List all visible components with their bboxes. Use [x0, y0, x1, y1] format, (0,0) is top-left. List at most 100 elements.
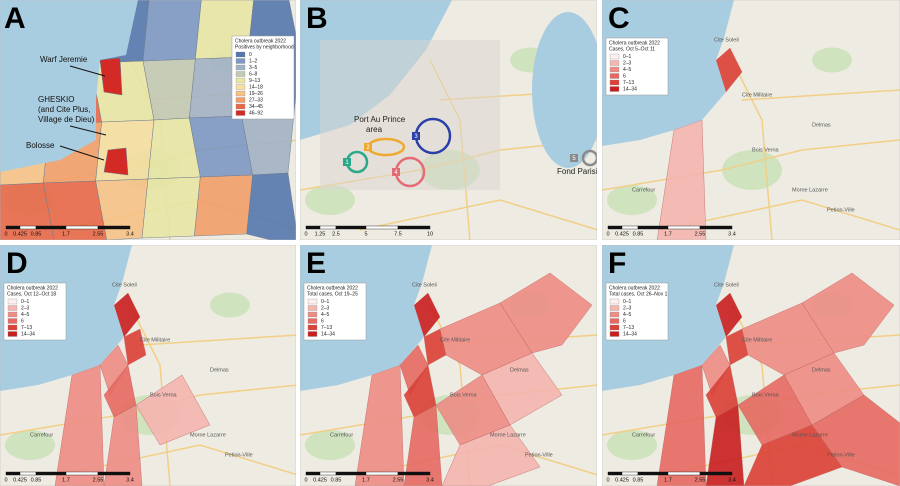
- legend-label: 7–13: [21, 325, 32, 331]
- scale-label: 0.425: [615, 477, 629, 483]
- map-panel: Cite Soleil Cite Militaire Delmas Petion-Vi…: [300, 245, 597, 486]
- legend-label: 14–34: [623, 87, 637, 93]
- case-area: [135, 374, 211, 446]
- legend-label: 0–1: [321, 299, 330, 305]
- scale-label: 2.55: [93, 231, 104, 237]
- legend-subtitle: Cases, Oct 12–Oct 18: [7, 291, 56, 297]
- legend-box: [605, 37, 669, 96]
- legend-swatch: [307, 311, 318, 318]
- scale-label: 1.7: [664, 231, 672, 237]
- legend-label: 6: [21, 319, 24, 325]
- place-name: Delmas: [812, 367, 831, 373]
- legend-swatch: [609, 305, 620, 311]
- park: [5, 430, 55, 460]
- scale-segment: [65, 225, 99, 230]
- place-name: Delmas: [210, 367, 229, 373]
- legend-swatch: [609, 73, 620, 79]
- legend-swatch: [307, 331, 318, 337]
- legend-swatch: [235, 51, 246, 58]
- scale-segment: [621, 471, 639, 476]
- map-panel: Cite Soleil Cite Militaire Delmas Petion-Vi…: [602, 245, 900, 486]
- legend-swatch: [609, 331, 620, 337]
- scale-segment: [637, 225, 669, 230]
- legend-subtitle: Total cases, Oct 26–Nov 1: [609, 291, 668, 297]
- legend-label: 6: [623, 319, 626, 325]
- legend-swatch: [7, 331, 18, 337]
- case-area: [811, 394, 900, 486]
- scale-segment: [365, 471, 399, 476]
- park: [812, 47, 852, 73]
- scale-label: 2.55: [393, 477, 404, 483]
- scale-label: 0.425: [615, 231, 629, 237]
- lake: [532, 12, 597, 168]
- legend-label: 6: [321, 319, 324, 325]
- scale-segment: [19, 225, 37, 230]
- map-panel: Warf Jeremie GHESKIO(and Cite Plus,Villag…: [0, 0, 296, 240]
- scale-label: 0.425: [13, 477, 27, 483]
- road: [661, 199, 900, 231]
- scale-label: 2.5: [332, 231, 340, 237]
- legend-label: 2–3: [623, 61, 632, 67]
- place-name: Carrefour: [632, 187, 655, 193]
- pointer: [59, 145, 105, 161]
- scale-label: 0: [304, 477, 307, 483]
- legend-swatch: [609, 86, 620, 92]
- site-number: 4: [394, 170, 398, 176]
- annotation: Fond Parisien: [557, 167, 606, 176]
- scale-label: 3.4: [126, 231, 134, 237]
- road: [139, 334, 296, 346]
- place-name: Carrefour: [30, 432, 53, 438]
- scale-label: 1.7: [362, 477, 370, 483]
- scale-label: 2.55: [695, 477, 706, 483]
- scale-segment: [365, 225, 399, 230]
- place-name: Cite Soleil: [412, 282, 437, 288]
- legend-swatch: [609, 318, 620, 324]
- legend-swatch: [307, 305, 318, 311]
- annotation: (and Cite Plus,: [38, 105, 90, 114]
- legend-label: 9–13: [249, 78, 260, 84]
- site-number: 3: [414, 134, 418, 140]
- legend-label: 14–18: [249, 85, 263, 91]
- legend-swatch: [7, 311, 18, 318]
- scale-label: 5: [364, 231, 367, 237]
- legend-label: 14–34: [321, 332, 335, 338]
- place-name: Bois Verna: [752, 147, 780, 153]
- neighborhood: [141, 176, 201, 239]
- place-name: Petion-Ville: [827, 207, 855, 213]
- scale-segment: [5, 471, 21, 476]
- legend-title: Cholera outbreak 2022: [307, 285, 358, 291]
- scale-label: 0: [304, 231, 307, 237]
- legend-label: 14–34: [21, 332, 35, 338]
- scale-label: 0: [4, 231, 7, 237]
- case-area: [743, 424, 843, 486]
- place-name: Cite Militaire: [440, 337, 470, 343]
- legend-swatch: [235, 110, 246, 116]
- legend-swatch: [235, 58, 246, 64]
- legend-label: 0: [249, 52, 252, 58]
- road: [602, 139, 900, 191]
- legend-label: 1–2: [249, 59, 258, 65]
- neighborhood: [194, 174, 253, 237]
- place-name: Petion-Ville: [525, 452, 553, 458]
- scale-segment: [305, 225, 321, 230]
- legend-swatch: [235, 77, 246, 84]
- annotation: area: [366, 125, 383, 134]
- place-name: Cite Soleil: [714, 282, 739, 288]
- scale-label: 3.4: [126, 477, 134, 483]
- place-name: Cite Soleil: [112, 282, 137, 288]
- scale-segment: [397, 471, 431, 476]
- place-name: Morne Lazarre: [190, 432, 226, 438]
- legend-label: 2–3: [623, 306, 632, 312]
- map-panel: Cite Soleil Cite Militaire Delmas Petion-Vi…: [602, 0, 900, 240]
- scale-label: 0.85: [633, 231, 644, 237]
- neighborhood: [0, 182, 55, 240]
- scale-segment: [607, 471, 623, 476]
- scale-segment: [319, 225, 337, 230]
- scale-segment: [19, 471, 37, 476]
- legend-label: 19–26: [249, 91, 263, 97]
- legend-swatch: [609, 324, 620, 331]
- place-name: Bois Verna: [450, 392, 478, 398]
- legend-box: [605, 282, 669, 341]
